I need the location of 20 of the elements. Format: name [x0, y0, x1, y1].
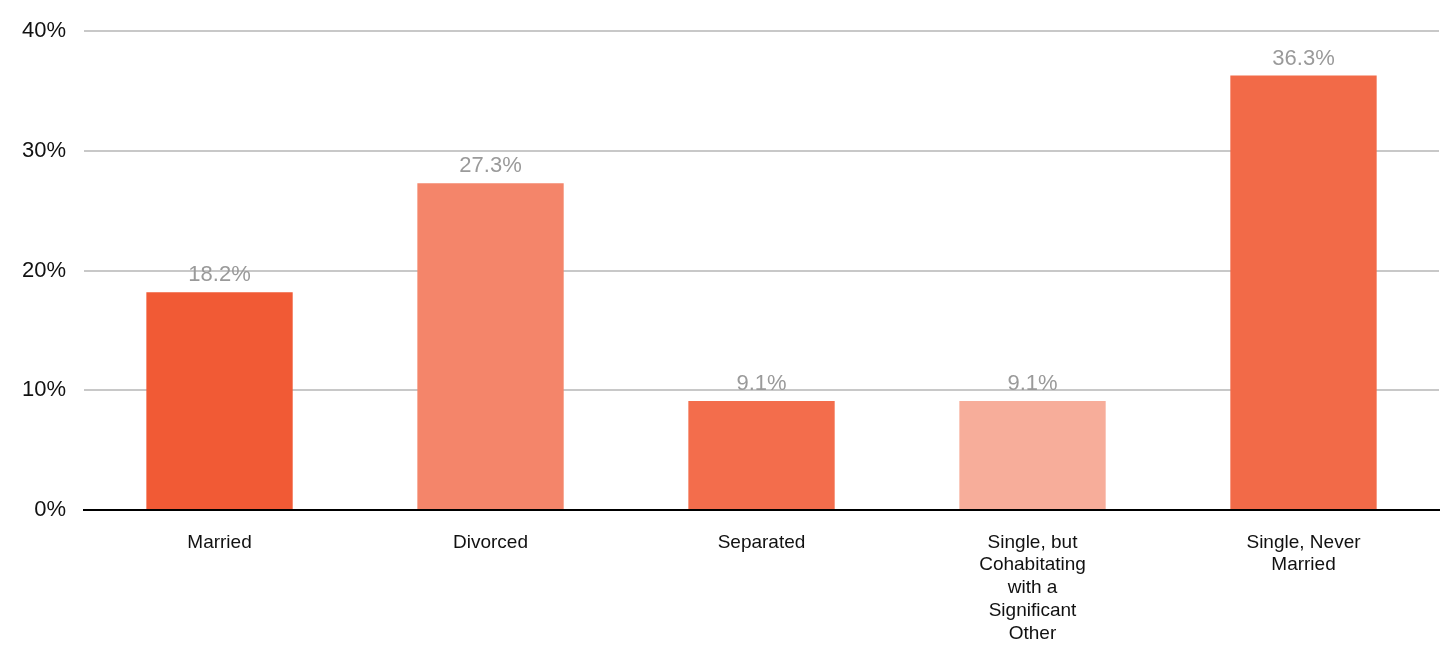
- data-label: 9.1%: [1007, 370, 1058, 396]
- bar: [146, 292, 293, 509]
- bar: [1230, 75, 1377, 509]
- data-label: 18.2%: [188, 261, 251, 287]
- bar: [688, 401, 835, 509]
- data-label: 36.3%: [1272, 44, 1335, 70]
- bar: [959, 401, 1106, 509]
- y-tick-label: 20%: [21, 256, 67, 282]
- y-tick-label: 10%: [21, 376, 67, 402]
- data-label: 9.1%: [736, 370, 787, 396]
- y-tick-label: 40%: [21, 17, 67, 43]
- x-tick-label: Single, but Cohabitating with a Significant Other: [979, 530, 1086, 643]
- x-tick-label: Single, Never Married: [1246, 530, 1362, 575]
- x-tick-label: Married: [187, 530, 252, 552]
- x-tick-label: Divorced: [453, 530, 529, 552]
- y-tick-label: 30%: [21, 136, 67, 162]
- y-tick-label: 0%: [34, 496, 67, 522]
- data-label: 27.3%: [459, 152, 522, 178]
- x-tick-label: Separated: [717, 530, 806, 552]
- bar: [417, 183, 564, 509]
